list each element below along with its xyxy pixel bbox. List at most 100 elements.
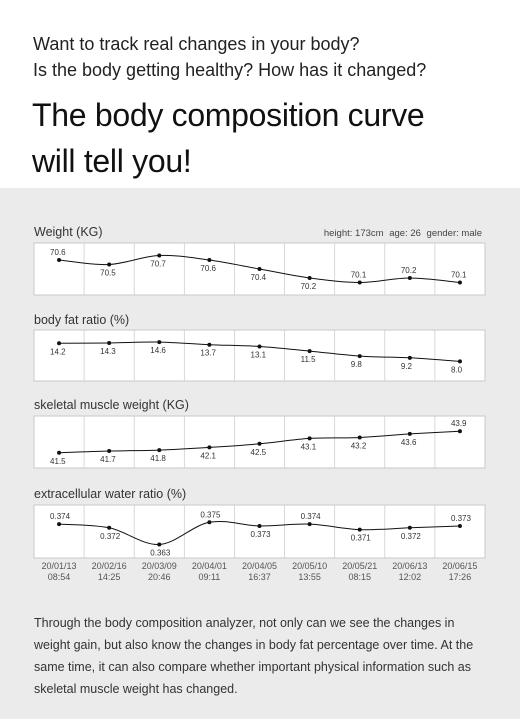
water-value-label: 0.372 [100, 532, 121, 541]
weight-value-label: 70.1 [451, 271, 467, 280]
intro-line-2: Is the body getting healthy? How has it … [33, 60, 427, 80]
bodyfat-point [457, 359, 462, 364]
muscle-point [407, 431, 412, 436]
weight-value-label: 70.2 [401, 266, 417, 275]
bodyfat-point [407, 355, 412, 360]
bodyfat-point [107, 340, 112, 345]
weight-value-label: 70.4 [251, 273, 267, 282]
weight-value-label: 70.7 [150, 260, 166, 269]
weight-point [257, 267, 262, 271]
bodyfat-point [307, 349, 312, 354]
water-chart-title: extracellular water ratio (%) [34, 487, 187, 501]
water-value-label: 0.375 [200, 510, 221, 519]
water-point [307, 522, 312, 527]
footer-description: Through the body composition analyzer, n… [34, 616, 474, 696]
muscle-point [357, 435, 362, 440]
weight-chart-title: Weight (KG) [34, 225, 103, 239]
x-tick-date: 20/03/09 [142, 561, 177, 571]
water-point [207, 520, 212, 525]
water-point [257, 523, 262, 528]
bodyfat-point [207, 342, 212, 347]
muscle-value-label: 42.1 [200, 451, 216, 460]
weight-point [207, 258, 212, 262]
bodyfat-value-label: 8.0 [451, 365, 463, 374]
bodyfat-point [57, 341, 62, 346]
intro-text: Want to track real changes in your body?… [33, 31, 426, 83]
intro-line-1: Want to track real changes in your body? [33, 34, 360, 54]
x-tick-date: 20/01/13 [42, 561, 77, 571]
header-section: Want to track real changes in your body?… [0, 0, 520, 188]
x-tick-time: 08:15 [348, 572, 371, 582]
water-point [407, 525, 412, 530]
bodyfat-point [357, 354, 362, 359]
bodyfat-value-label: 14.3 [100, 347, 116, 356]
muscle-point [107, 449, 112, 453]
weight-value-label: 70.5 [100, 269, 116, 278]
x-tick-time: 13:55 [298, 572, 321, 582]
profile-gender: gender: male [426, 228, 482, 239]
x-tick-date: 20/04/05 [242, 561, 277, 571]
weight-point [107, 262, 112, 267]
muscle-chart-title: skeletal muscle weight (KG) [34, 398, 189, 412]
profile-age: age: 26 [389, 228, 421, 239]
muscle-point [307, 436, 312, 441]
bodyfat-value-label: 11.5 [301, 355, 317, 364]
bodyfat-chart-title: body fat ratio (%) [34, 313, 130, 327]
water-value-label: 0.363 [150, 548, 171, 557]
weight-value-label: 70.2 [301, 282, 317, 291]
headline: The body composition curve will tell you… [32, 92, 425, 184]
muscle-point [457, 429, 462, 434]
muscle-value-label: 41.7 [100, 455, 116, 464]
water-value-label: 0.374 [50, 512, 71, 521]
bodyfat-value-label: 9.2 [401, 362, 413, 371]
weight-point [407, 276, 412, 280]
x-tick-time: 20:46 [148, 572, 171, 582]
muscle-point [207, 445, 212, 450]
water-value-label: 0.373 [251, 530, 272, 539]
muscle-point [57, 450, 62, 455]
weight-point [357, 280, 362, 285]
muscle-value-label: 41.5 [50, 457, 66, 466]
bodyfat-plot-area [33, 329, 486, 382]
muscle-value-label: 43.9 [451, 419, 467, 428]
water-value-label: 0.373 [451, 514, 472, 523]
x-tick-time: 14:25 [98, 572, 121, 582]
x-tick-time: 12:02 [399, 572, 422, 582]
weight-value-label: 70.1 [351, 271, 367, 280]
x-tick-time: 08:54 [48, 572, 71, 582]
muscle-value-label: 42.5 [251, 448, 267, 457]
bodyfat-point [157, 340, 162, 345]
water-point [457, 523, 462, 528]
muscle-value-label: 43.6 [401, 438, 417, 447]
x-tick-time: 09:11 [198, 572, 220, 582]
water-value-label: 0.372 [401, 532, 422, 541]
muscle-point [157, 448, 162, 453]
weight-point [457, 280, 462, 285]
water-point [157, 542, 162, 547]
muscle-value-label: 41.8 [150, 454, 166, 463]
water-plot-area [33, 504, 486, 559]
bodyfat-value-label: 13.7 [200, 349, 216, 358]
x-tick-date: 20/06/15 [442, 561, 477, 571]
weight-value-label: 70.6 [50, 248, 66, 257]
muscle-value-label: 43.2 [351, 442, 367, 451]
x-tick-time: 16:37 [248, 572, 271, 582]
water-point [357, 527, 362, 532]
muscle-value-label: 43.1 [301, 442, 317, 451]
x-tick-date: 20/05/10 [292, 561, 327, 571]
weight-value-label: 70.6 [200, 264, 216, 273]
water-value-label: 0.374 [301, 512, 322, 521]
headline-line-2: will tell you! [32, 143, 192, 179]
weight-point [157, 253, 162, 258]
bodyfat-point [257, 344, 262, 349]
bodyfat-value-label: 14.6 [150, 346, 166, 355]
water-value-label: 0.371 [351, 534, 372, 543]
muscle-point [257, 441, 262, 446]
water-point [57, 522, 62, 527]
x-tick-date: 20/06/13 [392, 561, 427, 571]
x-tick-date: 20/04/01 [192, 561, 227, 571]
weight-point [57, 258, 62, 262]
bodyfat-value-label: 14.2 [50, 347, 66, 356]
bodyfat-value-label: 9.8 [351, 360, 363, 369]
